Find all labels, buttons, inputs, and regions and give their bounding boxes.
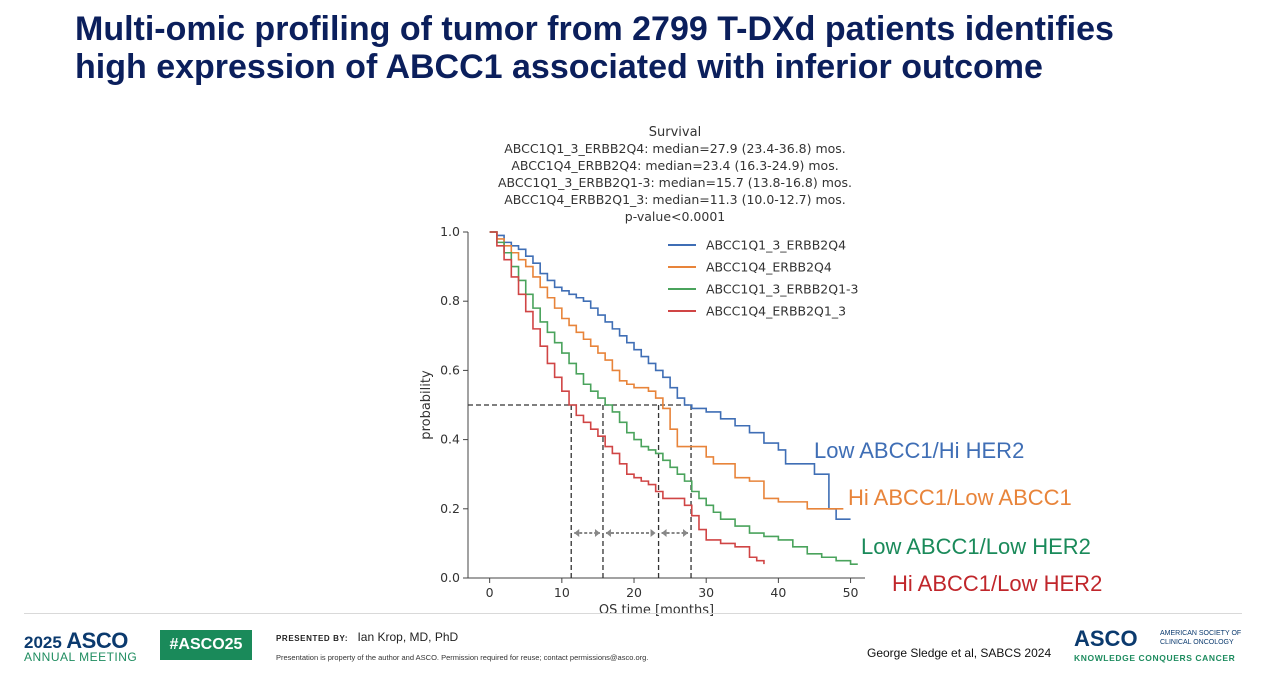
- x-tick-label: 20: [626, 585, 642, 600]
- y-tick-label: 0.4: [440, 432, 460, 447]
- chart-subtitle-line: ABCC1Q4_ERBB2Q1_3: median=11.3 (10.0-12.…: [504, 192, 846, 207]
- y-tick-label: 0.0: [440, 570, 460, 585]
- y-tick-label: 0.2: [440, 501, 460, 516]
- org-tagline: KNOWLEDGE CONQUERS CANCER: [1074, 653, 1236, 663]
- org-full-name: AMERICAN SOCIETY OF CLINICAL ONCOLOGY: [1160, 630, 1242, 646]
- legend-label: ABCC1Q1_3_ERBB2Q4: [706, 238, 846, 253]
- hashtag-badge: #ASCO25: [160, 630, 252, 660]
- citation-text: George Sledge et al, SABCS 2024: [867, 646, 1052, 660]
- legend-label: ABCC1Q1_3_ERBB2Q1-3: [706, 282, 859, 297]
- km-curve: [489, 231, 765, 565]
- x-tick-label: 0: [486, 585, 494, 600]
- median-gap-arrowhead-left: [605, 529, 611, 538]
- x-tick-label: 30: [698, 585, 714, 600]
- curve-annotation: Low ABCC1/Hi HER2: [814, 438, 1025, 463]
- median-gap-arrowhead-right: [594, 529, 600, 538]
- curve-annotation: Hi ABCC1/Low ABCC1: [848, 485, 1072, 510]
- km-curve: [489, 231, 851, 520]
- x-axis-label: OS time [months]: [599, 603, 714, 618]
- presented-by: PRESENTED BY: Ian Krop, MD, PhD: [276, 630, 458, 644]
- chart-title: Survival: [649, 125, 701, 140]
- y-axis-label: probability: [419, 370, 434, 440]
- logo-annual-meeting: ANNUAL MEETING: [24, 650, 138, 664]
- median-gap-arrowhead-left: [574, 529, 580, 538]
- legend-label: ABCC1Q4_ERBB2Q4: [706, 260, 832, 275]
- curve-annotation: Hi ABCC1/Low HER2: [892, 571, 1103, 596]
- asco-org-logo: ASCO AMERICAN SOCIETY OF CLINICAL ONCOLO…: [1074, 626, 1246, 666]
- km-curve: [489, 231, 844, 510]
- presented-by-label: PRESENTED BY:: [276, 634, 349, 643]
- km-curve: [489, 231, 858, 565]
- chart-subtitle-line: p-value<0.0001: [625, 209, 725, 224]
- presenter-name: Ian Krop, MD, PhD: [357, 630, 459, 644]
- disclaimer-text: Presentation is property of the author a…: [276, 653, 649, 662]
- y-tick-label: 0.6: [440, 362, 460, 377]
- y-tick-label: 1.0: [440, 224, 460, 239]
- curve-annotation: Low ABCC1/Low HER2: [861, 534, 1091, 559]
- median-gap-arrowhead-right: [683, 529, 689, 538]
- chart-subtitle-line: ABCC1Q4_ERBB2Q4: median=23.4 (16.3-24.9)…: [511, 158, 838, 173]
- x-tick-label: 10: [554, 585, 570, 600]
- logo-asco: ASCO: [66, 628, 128, 653]
- logo-year: 2025: [24, 633, 62, 652]
- chart-subtitle-line: ABCC1Q1_3_ERBB2Q4: median=27.9 (23.4-36.…: [504, 141, 846, 156]
- median-gap-arrowhead-right: [650, 529, 656, 538]
- x-tick-label: 40: [770, 585, 786, 600]
- asco-annual-meeting-logo: 2025 ASCO ANNUAL MEETING: [24, 628, 144, 668]
- slide-title: Multi-omic profiling of tumor from 2799 …: [75, 10, 1114, 86]
- footer-divider: [24, 613, 1242, 614]
- legend-label: ABCC1Q4_ERBB2Q1_3: [706, 304, 846, 319]
- x-tick-label: 50: [843, 585, 859, 600]
- y-tick-label: 0.8: [440, 293, 460, 308]
- median-gap-arrowhead-left: [661, 529, 667, 538]
- survival-chart: Survival ABCC1Q1_3_ERBB2Q4: median=27.9 (…: [410, 122, 880, 622]
- org-asco: ASCO: [1074, 626, 1138, 651]
- chart-subtitle-line: ABCC1Q1_3_ERBB2Q1-3: median=15.7 (13.8-1…: [498, 175, 852, 190]
